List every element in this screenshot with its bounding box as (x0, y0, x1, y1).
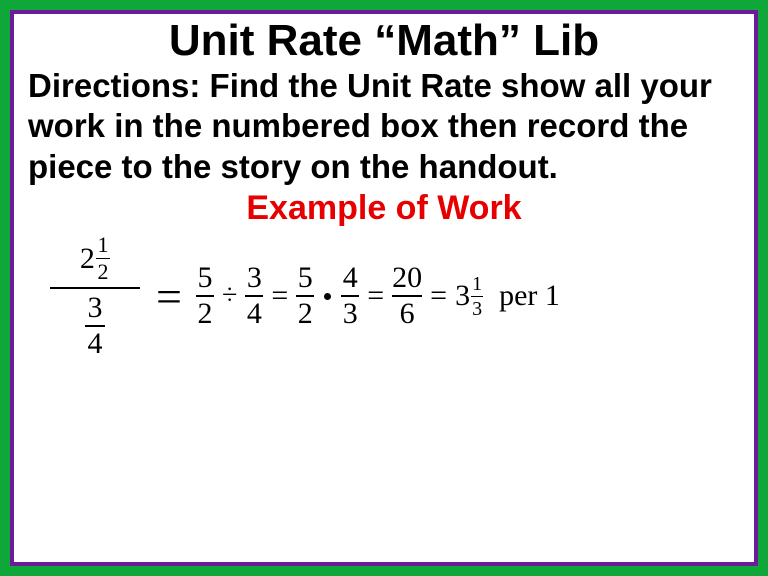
inner-frame: Unit Rate “Math” Lib Directions: Find th… (10, 10, 758, 566)
slide-content: Unit Rate “Math” Lib Directions: Find th… (14, 14, 754, 562)
per-suffix: per 1 (499, 279, 560, 313)
frac-den: 2 (197, 299, 212, 329)
op-divide: ÷ (220, 280, 239, 312)
step-frac: 13 (471, 274, 483, 320)
equals-sign: = (269, 279, 290, 313)
complex-fraction: 2 1 2 3 4 (50, 234, 140, 359)
equation-row: 2 1 2 3 4 = 52÷34=5243= (28, 234, 740, 359)
page-title: Unit Rate “Math” Lib (28, 18, 740, 64)
cfrac-den-num: 3 (88, 293, 103, 323)
step-frac: 43 (341, 263, 359, 329)
frac-den: 6 (400, 299, 415, 329)
example-label: Example of Work (28, 189, 740, 228)
cfrac-numerator-mixed: 2 1 2 (80, 234, 110, 284)
frac-den: 2 (298, 299, 313, 329)
frac-num: 3 (247, 263, 262, 293)
step-mixed: 313 (455, 274, 483, 320)
frac-num: 5 (298, 263, 313, 293)
frac-den: 4 (247, 299, 262, 329)
step-frac: 52 (296, 263, 314, 329)
mixed-frac-num: 1 (97, 234, 108, 256)
equals-sign: = (365, 279, 386, 313)
frac-bar (471, 296, 483, 298)
multiply-dot (324, 293, 331, 300)
frac-den: 3 (343, 299, 358, 329)
outer-frame: Unit Rate “Math” Lib Directions: Find th… (0, 0, 768, 576)
directions-text: Directions: Find the Unit Rate show all … (28, 66, 740, 187)
frac-num: 4 (343, 263, 358, 293)
equals-sign: = (428, 279, 449, 313)
mixed-whole: 3 (455, 281, 470, 311)
step-frac: 34 (245, 263, 263, 329)
frac-den: 3 (472, 299, 482, 319)
mixed-whole: 2 (80, 244, 95, 274)
frac-num: 5 (197, 263, 212, 293)
equation-steps: 52÷34=5243=206=313 (196, 263, 483, 329)
step-frac: 206 (392, 263, 422, 329)
frac-num: 1 (472, 274, 482, 294)
frac-num: 20 (392, 263, 422, 293)
mixed-frac-den: 2 (97, 261, 108, 283)
step-frac: 52 (196, 263, 214, 329)
cfrac-den-den: 4 (88, 329, 103, 359)
mixed-frac: 1 2 (96, 234, 110, 284)
big-equals: = (150, 270, 186, 323)
cfrac-denominator-frac: 3 4 (85, 293, 105, 359)
cfrac-bar (50, 287, 140, 289)
